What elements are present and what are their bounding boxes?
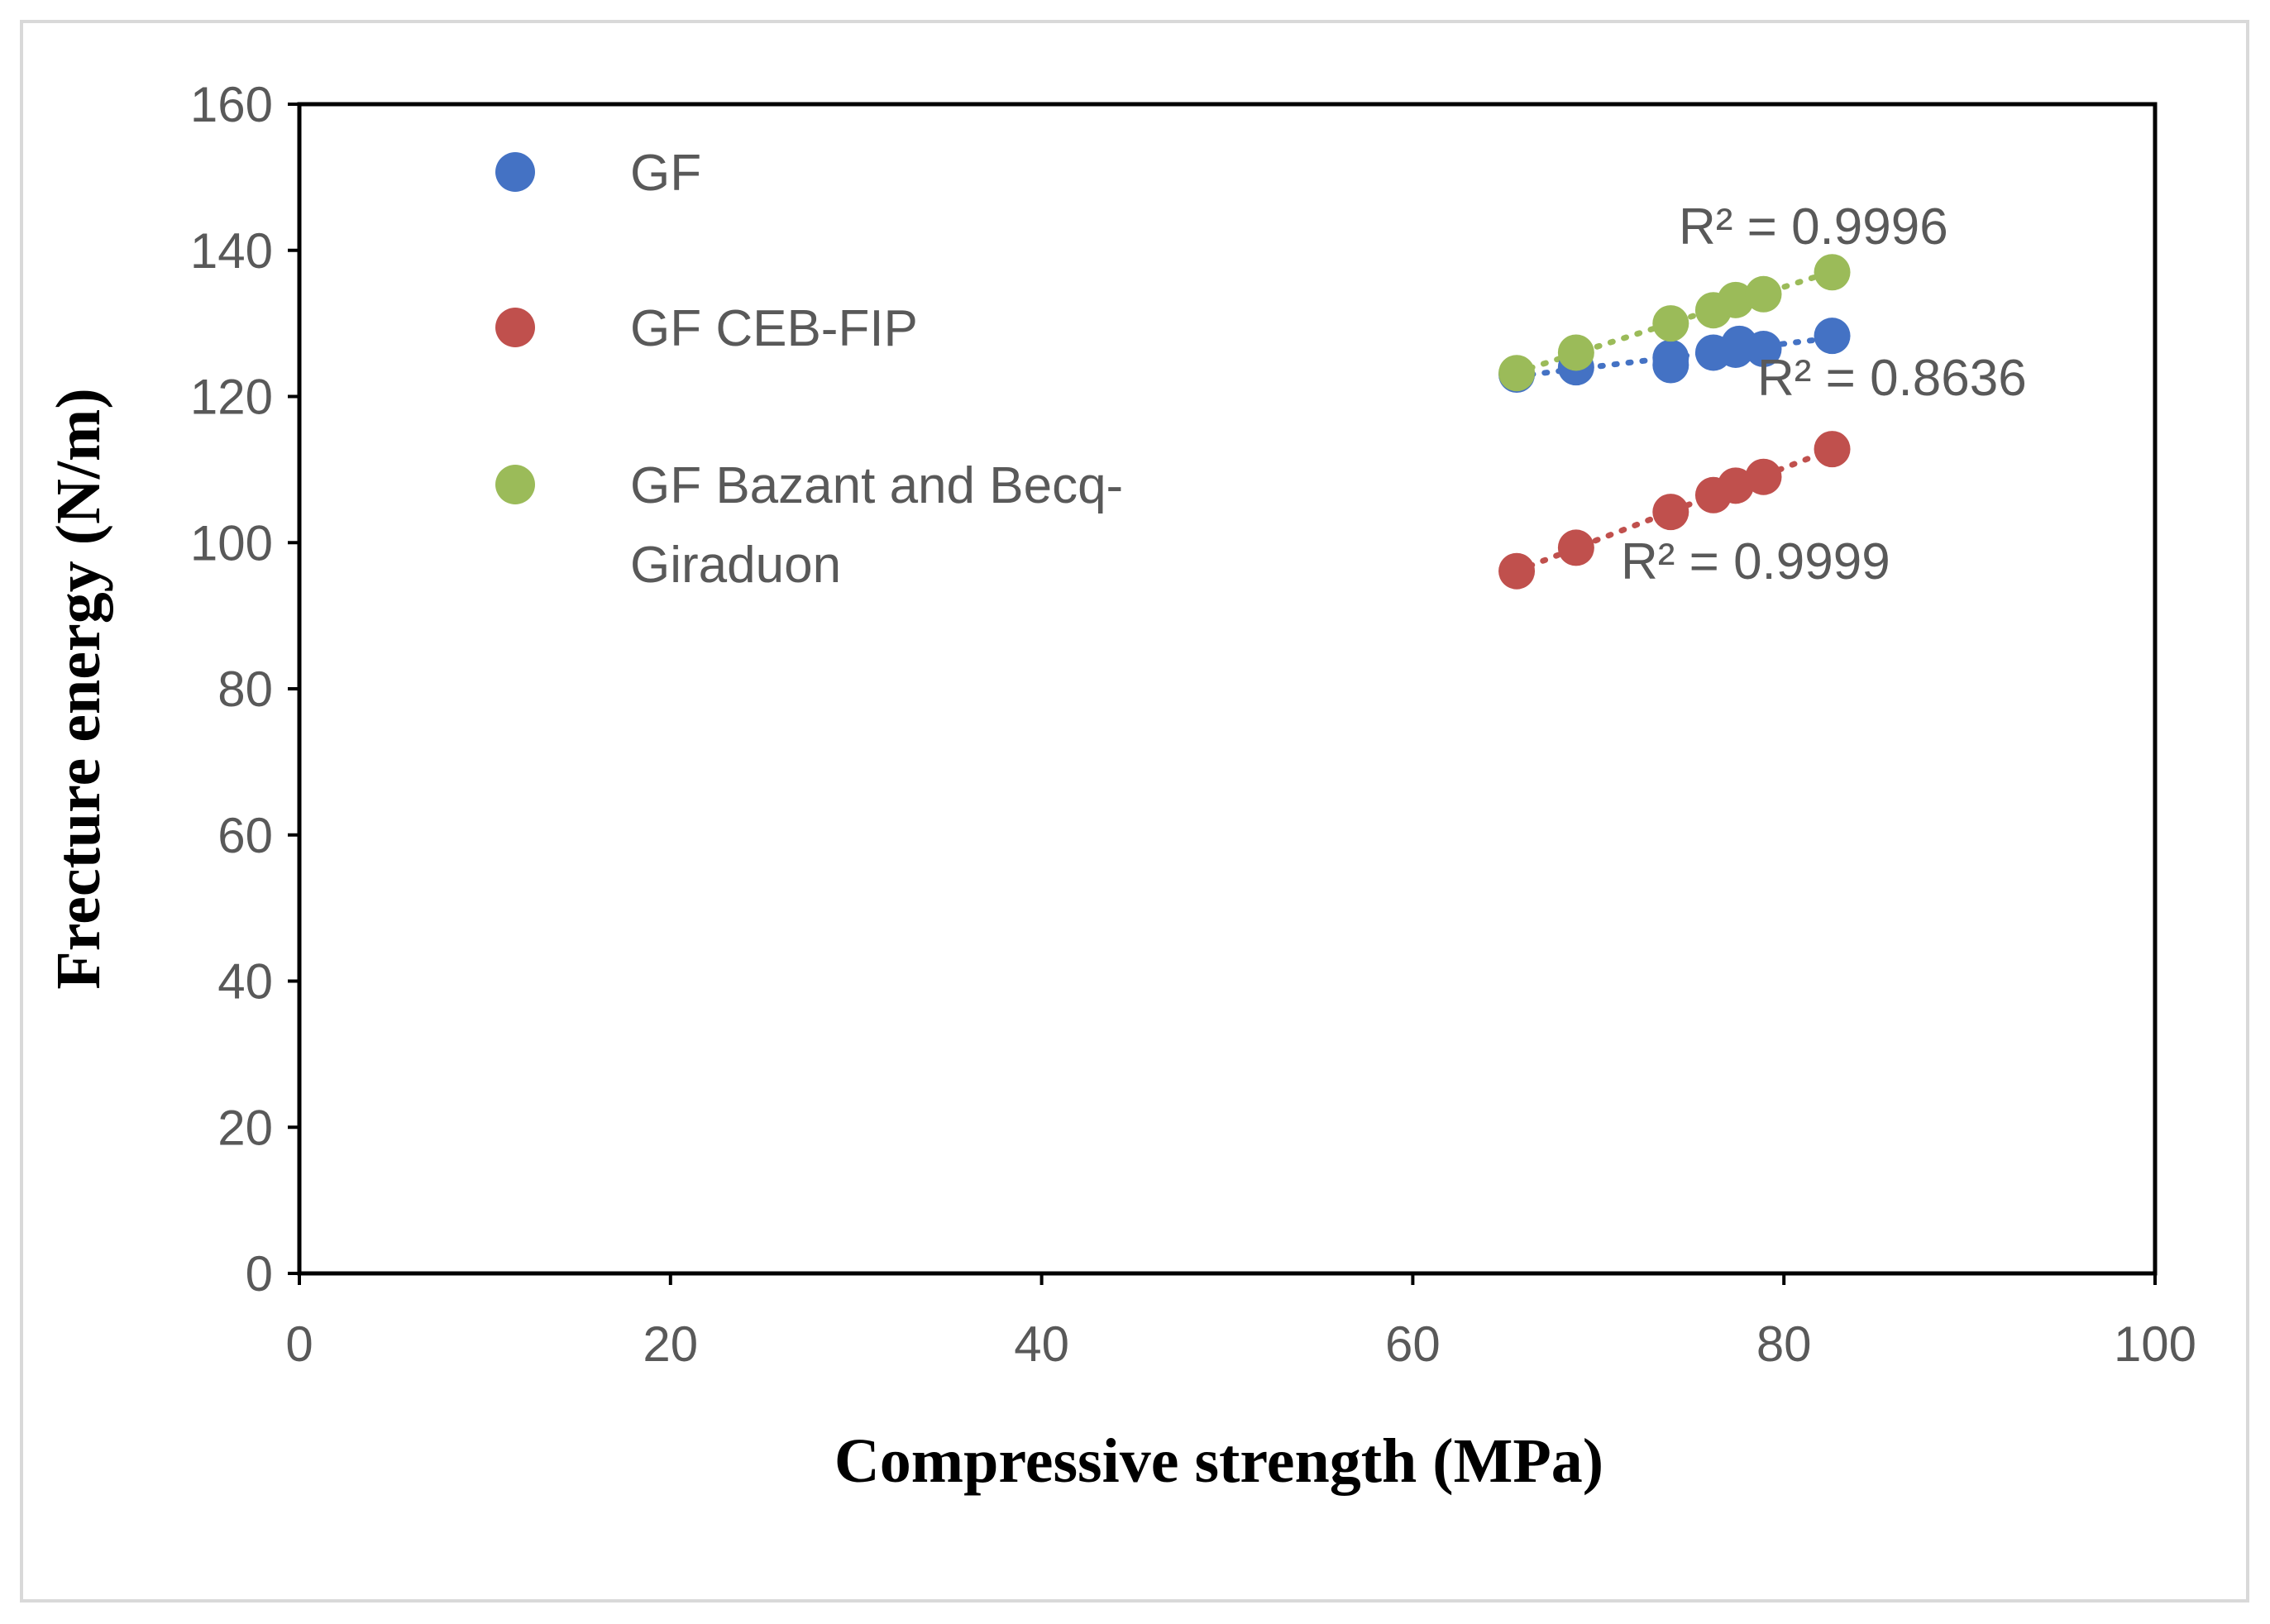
legend: GF GF CEB-FIP GF Bazant and Becq- Giraduon xyxy=(495,145,1123,594)
y-tick-label: 140 xyxy=(190,223,273,279)
r2-label-series-2: R² = 0.9996 xyxy=(1679,198,1948,256)
y-tick-label: 80 xyxy=(217,662,273,717)
points-layer xyxy=(1498,254,1851,590)
ticks-layer: 0 20 40 60 80 100 0 20 40 60 80 100 120 140 160 xyxy=(190,77,2196,1372)
data-point-series-2 xyxy=(1557,334,1594,371)
data-point-series-1 xyxy=(1652,494,1689,531)
x-tick-label: 20 xyxy=(643,1316,698,1372)
plot-area xyxy=(297,102,2158,1276)
r2-label-series-1: R² = 0.9999 xyxy=(1621,533,1890,590)
legend-marker-0 xyxy=(495,152,535,192)
legend-label-2: GF Bazant and Becq- xyxy=(630,457,1123,514)
y-tick-label: 60 xyxy=(217,808,273,863)
data-point-series-1 xyxy=(1745,458,1782,495)
x-tick-label: 40 xyxy=(1014,1316,1069,1372)
y-tick-label: 20 xyxy=(217,1100,273,1155)
y-tick-label: 0 xyxy=(246,1246,273,1302)
legend-label-0: GF xyxy=(630,145,701,202)
data-point-series-2 xyxy=(1745,275,1782,313)
legend-marker-1 xyxy=(495,308,535,347)
data-point-series-0 xyxy=(1745,331,1782,368)
x-axis-title: Compressive strength (MPa) xyxy=(834,1426,1603,1496)
legend-label-2: Giraduon xyxy=(630,537,841,594)
x-tick-label: 60 xyxy=(1385,1316,1441,1372)
y-tick-label: 40 xyxy=(217,954,273,1010)
r2-labels-layer: R² = 0.8636 R² = 0.9999 R² = 0.9996 xyxy=(1621,198,2027,590)
r2-label-series-0: R² = 0.8636 xyxy=(1757,350,2027,407)
y-tick-label: 120 xyxy=(190,370,273,425)
x-tick-label: 0 xyxy=(285,1316,313,1372)
legend-marker-2 xyxy=(495,465,535,504)
data-point-series-0 xyxy=(1652,339,1689,376)
legend-label-1: GF CEB-FIP xyxy=(630,300,918,357)
data-point-series-1 xyxy=(1498,552,1536,590)
data-point-series-2 xyxy=(1814,254,1851,291)
data-point-series-2 xyxy=(1652,305,1689,342)
y-axis-title: Frecture energy (N/m) xyxy=(44,388,113,989)
x-tick-label: 100 xyxy=(2114,1316,2196,1372)
y-tick-label: 100 xyxy=(190,515,273,571)
y-tick-label: 160 xyxy=(190,77,273,132)
x-tick-label: 80 xyxy=(1756,1316,1812,1372)
data-point-series-2 xyxy=(1717,281,1754,318)
data-point-series-1 xyxy=(1814,431,1851,468)
data-point-series-1 xyxy=(1557,529,1594,566)
data-point-series-0 xyxy=(1814,318,1851,355)
data-point-series-1 xyxy=(1717,467,1754,504)
data-point-series-2 xyxy=(1498,355,1536,392)
